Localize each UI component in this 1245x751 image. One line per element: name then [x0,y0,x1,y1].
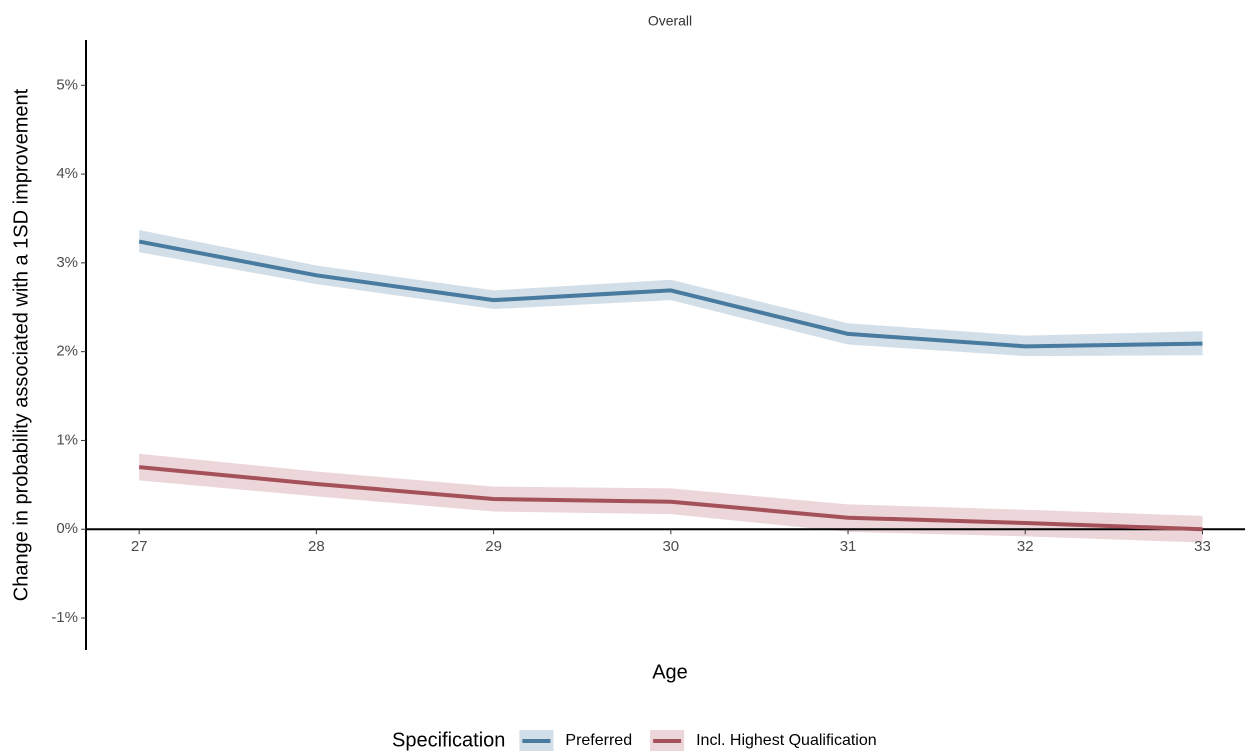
y-tick-label: 5% [56,76,78,93]
y-tick-label: 4% [56,165,78,182]
legend-label: Preferred [565,732,632,749]
y-tick-label: -1% [51,609,78,626]
x-tick-label: 32 [1017,538,1034,555]
series-line [138,239,1203,349]
x-tick-label: 28 [308,538,325,555]
x-tick-label: 33 [1194,538,1211,555]
legend-label: Incl. Highest Qualification [696,732,877,749]
chart-title: Overall [648,13,692,29]
y-tick-label: 1% [56,431,78,448]
x-axis-label: Age [652,661,688,683]
series-line [138,465,1203,532]
legend-title: Specification [392,729,505,751]
y-tick-label: 2% [56,343,78,360]
x-tick-label: 31 [840,538,857,555]
x-tick-label: 30 [662,538,679,555]
y-tick-label: 3% [56,254,78,271]
y-axis-label: Change in probability associated with a … [10,88,32,601]
y-tick-label: 0% [56,520,78,537]
x-tick-label: 29 [485,538,502,555]
x-tick-label: 27 [131,538,148,555]
confidence-band [139,230,1203,357]
